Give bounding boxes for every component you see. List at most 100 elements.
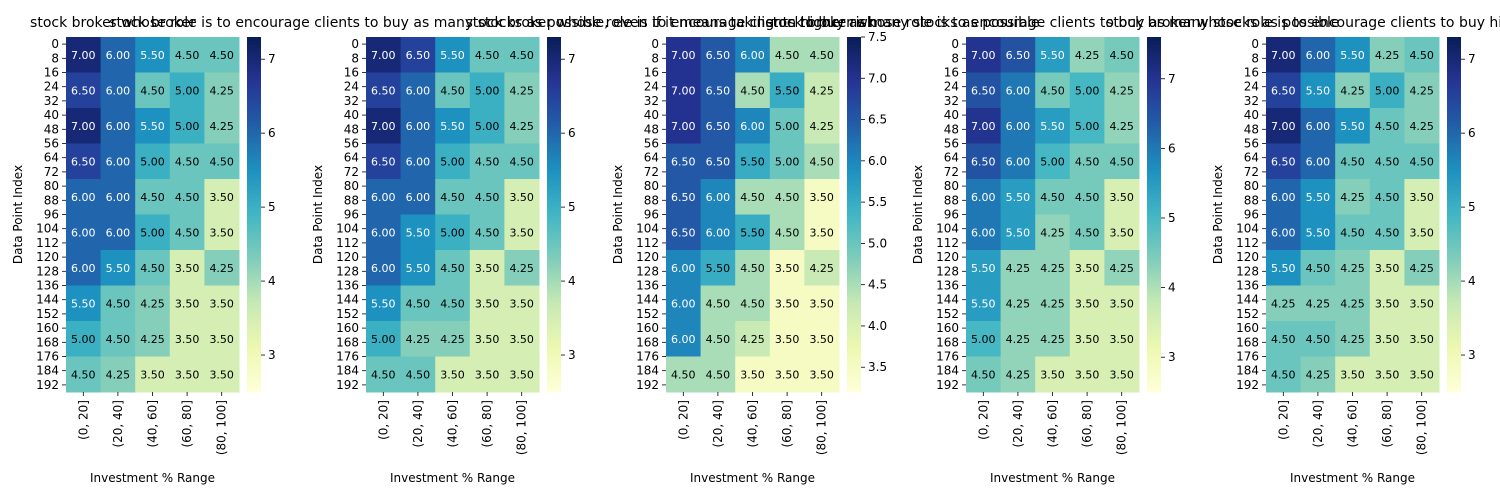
cell-value-label: 4.50	[475, 226, 500, 239]
colorbar-tick-label: 7	[268, 52, 276, 66]
heatmap-cell	[1104, 143, 1140, 180]
heatmap-cell	[700, 37, 736, 73]
cell-value-label: 6.50	[371, 155, 396, 168]
heatmap-cell	[1369, 108, 1405, 144]
cell-value-label: 4.50	[809, 49, 834, 62]
colorbar-tick-label: 3	[568, 348, 576, 362]
y-tick-label: 168	[36, 335, 59, 349]
cell-value-label: 4.25	[1306, 297, 1331, 310]
heatmap-cell	[1266, 72, 1302, 109]
x-tick-label: (60, 80]	[480, 400, 494, 448]
cell-value-label: 5.50	[440, 49, 465, 62]
y-tick-label: 40	[344, 108, 359, 122]
heatmap-cell	[1069, 214, 1105, 251]
heatmap-cell	[66, 250, 102, 286]
y-tick-label: 136	[636, 279, 659, 293]
heatmap-cell	[1000, 37, 1036, 73]
cell-value-label: 4.25	[1006, 262, 1031, 275]
cell-value-label: 3.50	[1109, 297, 1134, 310]
cell-value-label: 5.50	[1306, 191, 1331, 204]
colorbar	[1447, 37, 1461, 392]
y-tick-label: 96	[344, 208, 359, 222]
heatmap-cell	[1335, 356, 1371, 393]
cell-value-label: 4.50	[140, 191, 165, 204]
heatmap-cell	[1104, 285, 1140, 322]
heatmap-cell	[400, 108, 436, 144]
heatmap-cell	[966, 72, 1002, 109]
cell-value-label: 3.50	[775, 333, 800, 346]
colorbar-tick-label: 6.5	[868, 113, 887, 127]
cell-value-label: 6.00	[971, 191, 996, 204]
heatmap-cell	[1404, 179, 1440, 215]
y-tick-label: 24	[944, 80, 959, 94]
heatmap-cell	[66, 108, 102, 144]
heatmap-cell	[666, 143, 702, 180]
cell-value-label: 3.50	[475, 297, 500, 310]
y-tick-label: 112	[636, 236, 659, 250]
cell-value-label: 4.25	[1006, 333, 1031, 346]
cell-value-label: 3.50	[1075, 368, 1100, 381]
y-tick-label: 40	[44, 108, 59, 122]
heatmap-cell	[169, 250, 205, 286]
heatmap-cell	[1069, 143, 1105, 180]
cell-value-label: 5.50	[1271, 262, 1296, 275]
y-tick-label: 96	[1244, 208, 1259, 222]
heatmap-cell	[700, 250, 736, 286]
heatmap-cell	[735, 108, 771, 144]
cell-value-label: 4.25	[1340, 84, 1365, 97]
heatmap-cell	[135, 143, 171, 180]
cell-value-label: 3.50	[1409, 368, 1434, 381]
y-tick-label: 152	[336, 307, 359, 321]
cell-value-label: 6.50	[971, 155, 996, 168]
heatmap-cell	[469, 108, 505, 144]
heatmap-cell	[504, 108, 540, 144]
y-tick-label: 168	[1236, 335, 1259, 349]
cell-value-label: 3.50	[175, 368, 200, 381]
cell-value-label: 4.50	[475, 155, 500, 168]
y-tick-label: 104	[936, 222, 959, 236]
cell-value-label: 5.50	[440, 120, 465, 133]
heatmap-cell	[700, 72, 736, 109]
heatmap-cell	[1300, 321, 1336, 357]
heatmap-cell	[504, 143, 540, 180]
cell-value-label: 3.50	[1375, 297, 1400, 310]
heatmap-cell	[769, 285, 805, 322]
heatmap-cell	[204, 214, 240, 251]
heatmap-cell	[1335, 108, 1371, 144]
heatmap-cell	[700, 356, 736, 393]
colorbar-tick-label: 5	[268, 200, 276, 214]
heatmap-cell	[366, 37, 402, 73]
y-tick-label: 128	[636, 264, 659, 278]
y-tick-label: 112	[1236, 236, 1259, 250]
heatmap-cell	[804, 72, 840, 109]
y-tick-label: 88	[944, 193, 959, 207]
cell-value-label: 6.50	[706, 120, 731, 133]
heatmap-cell	[1104, 321, 1140, 357]
y-tick-label: 120	[636, 250, 659, 264]
x-tick-label: (60, 80]	[180, 400, 194, 448]
heatmap-cell	[169, 179, 205, 215]
y-tick-label: 8	[651, 51, 659, 65]
cell-value-label: 6.00	[1006, 84, 1031, 97]
cell-value-label: 4.50	[1040, 84, 1065, 97]
cell-value-label: 4.25	[809, 84, 834, 97]
heatmap-cell	[169, 37, 205, 73]
cell-value-label: 3.50	[1040, 368, 1065, 381]
cell-value-label: 4.50	[175, 155, 200, 168]
heatmap-cell	[204, 179, 240, 215]
cell-value-label: 6.50	[1006, 49, 1031, 62]
y-tick-label: 144	[336, 293, 359, 307]
cell-value-label: 5.00	[775, 120, 800, 133]
colorbar-tick-label: 6	[268, 126, 276, 140]
heatmap-cell	[400, 250, 436, 286]
x-tick-label: (20, 40]	[411, 400, 425, 448]
heatmap-cell	[1266, 285, 1302, 322]
cell-value-label: 4.50	[671, 368, 696, 381]
heatmap-cell	[66, 72, 102, 109]
cell-value-label: 6.50	[671, 155, 696, 168]
y-tick-label: 192	[936, 378, 959, 392]
x-tick-label: (0, 20]	[376, 400, 390, 440]
cell-value-label: 4.25	[1271, 297, 1296, 310]
heatmap-cell	[135, 108, 171, 144]
cell-value-label: 6.50	[706, 84, 731, 97]
